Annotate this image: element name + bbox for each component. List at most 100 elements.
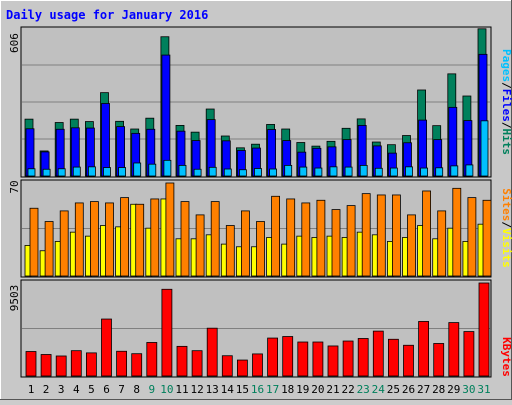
x-tick-label: 27 [417, 383, 430, 396]
x-tick-label: 12 [190, 383, 203, 396]
bar-sites [407, 214, 416, 277]
bar-kbytes [161, 288, 173, 377]
bar-pages [72, 166, 81, 177]
bar-pages [344, 166, 353, 177]
label-separator: / [500, 221, 512, 228]
x-tick-label: 28 [432, 383, 445, 396]
x-tick-label: 30 [462, 383, 475, 396]
bar-kbytes [206, 327, 218, 377]
bar-kbytes [267, 337, 279, 377]
bar-pages [42, 168, 51, 177]
bar-pages [359, 164, 368, 177]
bar-kbytes [282, 336, 294, 377]
bar-sites [467, 197, 477, 277]
bar-pages [284, 164, 293, 177]
bar-kbytes [312, 341, 324, 377]
x-tick-label: 22 [341, 383, 354, 396]
chart-title: Daily usage for January 2016 [6, 8, 208, 22]
bar-pages [88, 166, 96, 177]
x-tick-label: 20 [311, 383, 324, 396]
bar-sites [105, 202, 114, 277]
bar-files [161, 54, 171, 177]
bar-kbytes [55, 355, 67, 377]
bar-kbytes [297, 341, 309, 377]
bar-pages [193, 168, 202, 177]
bottom-panel-max-label: 9503 [8, 285, 21, 312]
bar-sites [482, 199, 492, 277]
bar-sites [346, 205, 356, 277]
bottom-panel-series-label: KBytes [500, 337, 512, 377]
bar-kbytes [40, 354, 52, 377]
bar-sites [195, 214, 205, 277]
x-tick-label: 17 [266, 383, 279, 396]
x-tick-label: 15 [236, 383, 249, 396]
x-tick-label: 2 [43, 383, 50, 396]
bar-kbytes [70, 350, 82, 377]
bar-kbytes [86, 352, 97, 377]
x-axis-day-labels: 1 2 3 4 5 6 7 8 9 10 11 12 13 14 15 16 17 18 19 20 21 22 23 24 2… [28, 383, 491, 396]
label-separator: / [500, 82, 512, 89]
bar-kbytes [146, 342, 158, 377]
bar-pages [178, 164, 187, 177]
bar-pages [208, 166, 217, 177]
bar-sites [391, 194, 401, 277]
bar-kbytes [131, 353, 143, 377]
bar-kbytes [372, 330, 384, 377]
bar-pages [329, 166, 338, 177]
x-tick-label: 9 [148, 383, 155, 396]
series-label-files: Files [500, 89, 512, 122]
bar-kbytes [252, 353, 263, 377]
x-tick-label: 16 [251, 383, 264, 396]
bar-marks [22, 28, 492, 377]
x-tick-label: 31 [477, 383, 490, 396]
bar-pages [238, 169, 247, 177]
bar-sites [286, 198, 296, 277]
x-tick-label: 7 [118, 383, 125, 396]
label-separator: / [500, 122, 512, 129]
x-tick-label: 10 [160, 383, 173, 396]
bar-sites [225, 225, 235, 277]
bar-kbytes [357, 338, 369, 377]
bar-kbytes [236, 359, 248, 377]
bar-pages [27, 168, 36, 177]
bar-kbytes [418, 321, 430, 377]
bar-kbytes [191, 350, 203, 377]
bar-pages [57, 168, 66, 177]
series-label-hits: Hits [500, 129, 512, 156]
bar-pages [374, 167, 383, 177]
bar-kbytes [387, 338, 399, 377]
x-tick-label: 25 [387, 383, 400, 396]
x-tick-label: 26 [402, 383, 415, 396]
bar-sites [150, 198, 160, 277]
bar-kbytes [101, 318, 112, 377]
bar-pages [389, 167, 398, 177]
x-tick-label: 19 [296, 383, 309, 396]
bar-sites [135, 203, 145, 277]
bar-files [418, 119, 428, 177]
bar-kbytes [342, 340, 354, 377]
bar-sites [452, 187, 462, 277]
x-tick-label: 8 [133, 383, 140, 396]
bar-sites [180, 201, 190, 277]
bar-sites [271, 195, 281, 277]
bar-pages [420, 167, 429, 177]
x-tick-label: 24 [372, 383, 386, 396]
bar-pages [314, 167, 323, 177]
bar-pages [405, 166, 413, 177]
bar-sites [240, 210, 250, 277]
bar-sites [256, 221, 265, 277]
x-tick-label: 6 [103, 383, 110, 396]
bar-pages [465, 164, 474, 177]
bar-sites [437, 210, 447, 277]
bar-pages [148, 163, 157, 177]
bar-sites [29, 207, 39, 277]
bar-pages [118, 167, 126, 177]
bar-kbytes [403, 344, 414, 377]
bar-kbytes [327, 345, 339, 377]
x-tick-label: 23 [357, 383, 370, 396]
x-tick-label: 1 [28, 383, 35, 396]
bar-sites [376, 194, 386, 277]
bar-kbytes [448, 322, 460, 377]
